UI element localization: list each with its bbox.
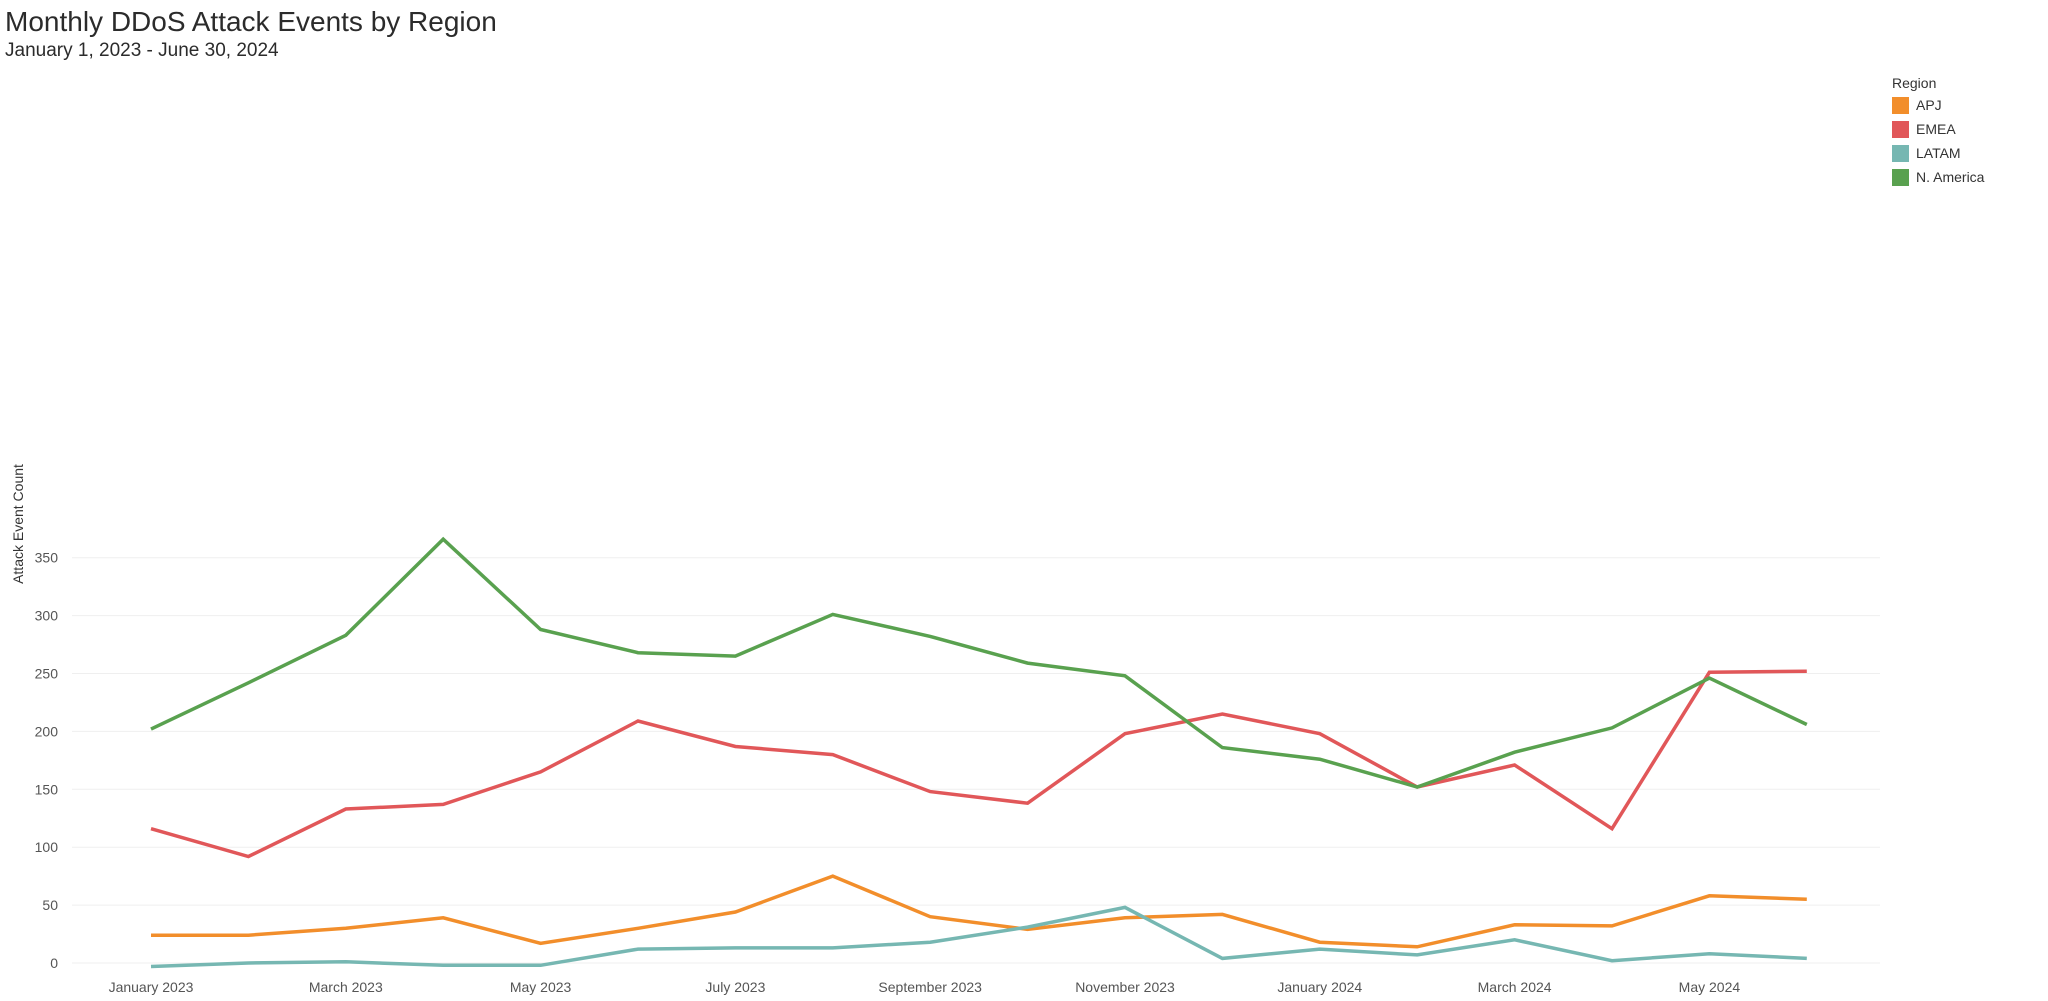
x-tick-label: September 2023 [878,979,982,995]
series-line-n-america [150,536,1808,789]
x-tick-label: March 2023 [309,979,383,995]
series-line-apj [151,874,1807,949]
y-tick-label: 0 [50,955,58,971]
legend-item: EMEA [1892,117,1984,141]
legend-item: LATAM [1892,141,1984,165]
y-tick-label: 150 [35,781,59,797]
y-tick-label: 350 [35,550,59,566]
legend-items: APJ EMEA LATAM N. America [1892,93,1984,189]
series-line-latam [150,905,1807,969]
y-axis-ticks: 0 50 100 150 200 250 300 350 [35,550,59,971]
legend-label: LATAM [1916,145,1961,161]
x-tick-label: November 2023 [1075,979,1175,995]
series-line-emea [150,669,1807,859]
y-tick-label: 250 [35,666,59,682]
legend-item: APJ [1892,93,1984,117]
x-tick-label: January 2024 [1277,979,1362,995]
legend-item: N. America [1892,165,1984,189]
legend: Region APJ EMEA LATAM N. America [1892,75,1984,189]
x-tick-label: January 2023 [109,979,194,995]
x-tick-label: May 2024 [1679,979,1741,995]
x-axis-ticks: January 2023 March 2023 May 2023 July 2023 S… [109,979,1741,995]
gridlines [72,557,1880,964]
y-tick-label: 200 [35,723,59,739]
chart-subtitle: January 1, 2023 - June 30, 2024 [5,40,279,61]
x-tick-label: May 2023 [510,979,572,995]
x-tick-label: July 2023 [705,979,765,995]
legend-swatch [1892,120,1909,138]
legend-swatch [1892,168,1909,186]
y-tick-label: 50 [42,897,58,913]
y-tick-label: 300 [35,608,59,624]
series-lines [150,536,1808,969]
legend-title: Region [1892,75,1937,91]
y-tick-label: 100 [35,839,59,855]
chart-title: Monthly DDoS Attack Events by Region [5,6,497,37]
legend-swatch [1892,96,1909,114]
x-tick-label: March 2024 [1478,979,1552,995]
legend-label: EMEA [1916,121,1956,137]
legend-label: N. America [1916,169,1985,185]
legend-swatch [1892,144,1909,162]
legend-label: APJ [1916,97,1942,113]
